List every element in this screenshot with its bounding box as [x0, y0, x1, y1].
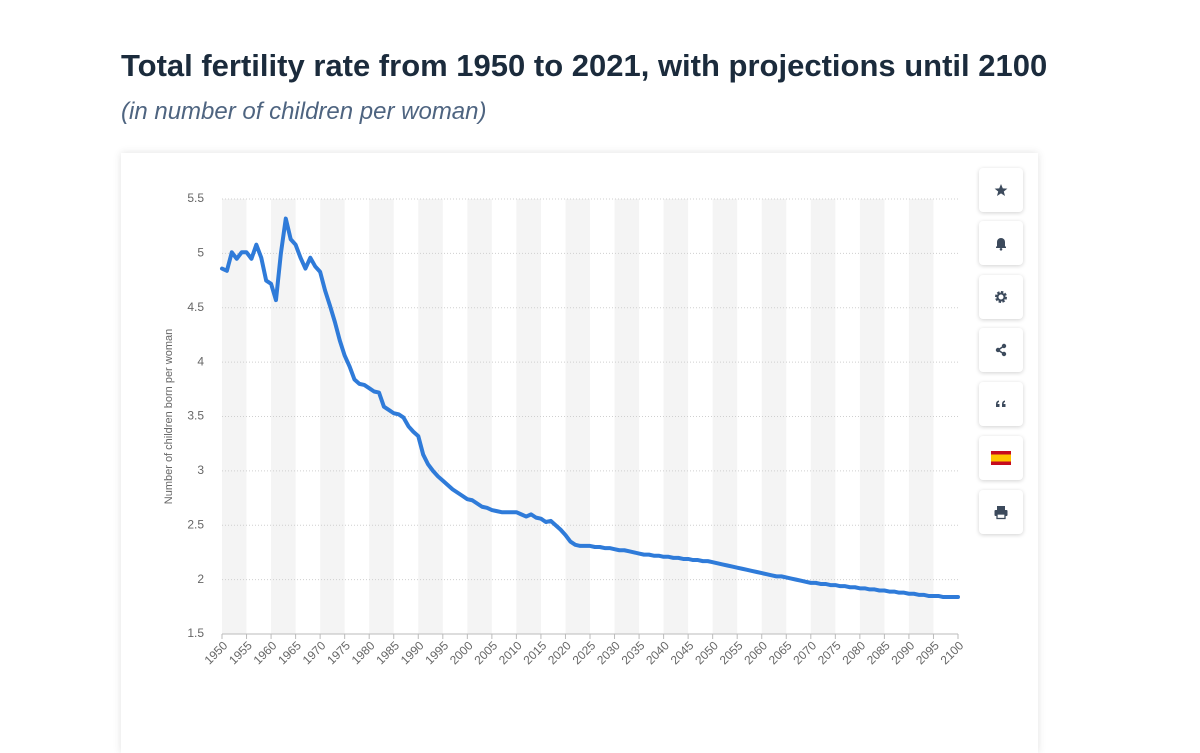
- x-tick-label: 2085: [864, 638, 893, 667]
- notification-button[interactable]: [979, 221, 1023, 265]
- language-button[interactable]: [979, 436, 1023, 480]
- share-button[interactable]: [979, 328, 1023, 372]
- x-tick-label: 1955: [226, 638, 255, 667]
- chart-title: Total fertility rate from 1950 to 2021, …: [121, 48, 1048, 83]
- print-button[interactable]: [979, 490, 1023, 534]
- y-tick-label: 3.5: [187, 409, 204, 423]
- stripe: [859, 199, 885, 634]
- x-tick-label: 2090: [889, 638, 918, 667]
- y-tick-label: 3: [197, 463, 204, 477]
- x-tick-label: 1985: [373, 638, 402, 667]
- x-tick-label: 1965: [275, 638, 304, 667]
- flag-icon: [991, 451, 1011, 465]
- x-tick-label: 2030: [594, 638, 623, 667]
- x-tick-label: 2015: [521, 638, 550, 667]
- gear-icon: [995, 291, 1007, 303]
- x-tick-label: 2080: [839, 638, 868, 667]
- x-tick-label: 1975: [324, 638, 353, 667]
- favorite-button[interactable]: [979, 168, 1023, 212]
- x-tick-label: 1980: [349, 638, 378, 667]
- share-icon: [995, 343, 1007, 357]
- x-tick-label: 2045: [668, 638, 697, 667]
- x-tick-label: 2100: [938, 638, 967, 667]
- x-tick-label: 2070: [790, 638, 819, 667]
- x-tick-label: 2025: [570, 638, 599, 667]
- x-tick-label: 1970: [300, 638, 329, 667]
- y-tick-label: 5: [197, 246, 204, 260]
- y-tick-label: 2.5: [187, 517, 204, 531]
- quote-icon: [996, 400, 1006, 407]
- x-tick-label: 1990: [398, 638, 427, 667]
- print-icon: [994, 506, 1008, 520]
- stripe: [418, 199, 443, 634]
- y-tick-label: 2: [197, 572, 204, 586]
- x-tick-label: 1950: [202, 638, 231, 667]
- settings-button[interactable]: [979, 275, 1023, 319]
- x-tick-label: 2050: [692, 638, 721, 667]
- data-line: [220, 216, 960, 600]
- y-tick-label: 4: [197, 354, 204, 368]
- y-tick-label: 1.5: [187, 626, 204, 640]
- y-tick-label: 4.5: [187, 300, 204, 314]
- cite-button[interactable]: [979, 382, 1023, 426]
- x-tick-label: 2000: [447, 638, 476, 667]
- x-tick-label: 2060: [741, 638, 770, 667]
- y-axis-label: Number of children born per woman: [163, 329, 175, 504]
- star-icon: [994, 184, 1008, 196]
- chart-subtitle: (in number of children per woman): [121, 98, 487, 125]
- stripe: [565, 199, 590, 634]
- x-tick-label: 1995: [422, 638, 451, 667]
- chart-card: 1.5 2 2.5 3 3.5 4 4.5 5 5.5 1950 1955 1960 1965 1970 1…: [121, 153, 1038, 753]
- x-tick-label: 2040: [643, 638, 672, 667]
- x-tick-label: 2055: [717, 638, 746, 667]
- x-tick-label: 2035: [619, 638, 648, 667]
- y-tick-label: 5.5: [187, 191, 204, 205]
- x-tick-label: 2065: [766, 638, 795, 667]
- chart: 1.522.533.544.555.5195019551960196519701…: [163, 191, 967, 667]
- x-tick-label: 2005: [471, 638, 500, 667]
- x-tick-label: 2095: [913, 638, 942, 667]
- x-tick-label: 2020: [545, 638, 574, 667]
- x-tick-label: 2075: [815, 638, 844, 667]
- x-tick-label: 2010: [496, 638, 525, 667]
- stripe: [320, 199, 345, 634]
- x-tick-label: 1960: [251, 638, 280, 667]
- bell-icon: [996, 238, 1006, 251]
- page: {"chart_data": {"type": "line", "title":…: [121, 48, 1048, 668]
